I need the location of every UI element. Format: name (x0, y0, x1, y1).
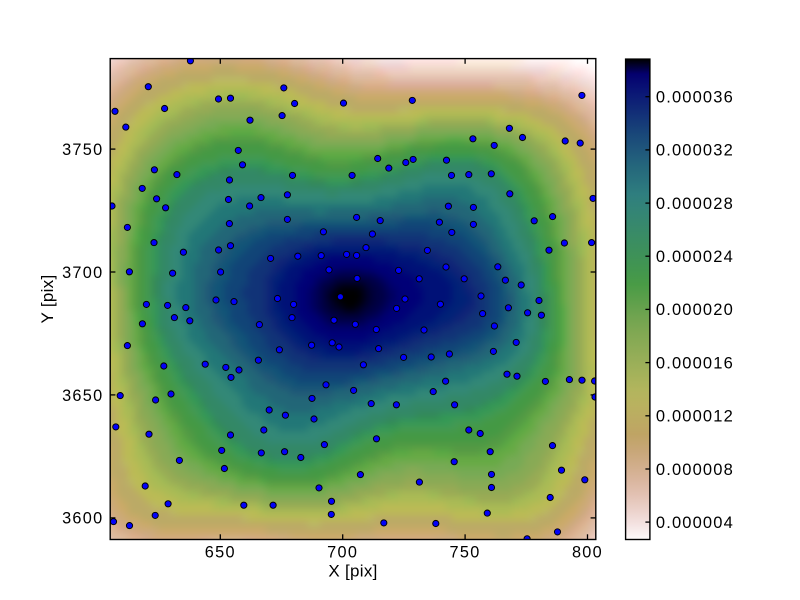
svg-text:0.000024: 0.000024 (656, 248, 734, 266)
svg-text:3650: 3650 (62, 387, 103, 405)
svg-text:3600: 3600 (62, 510, 103, 528)
svg-text:X [pix]: X [pix] (328, 562, 377, 581)
svg-text:3700: 3700 (62, 264, 103, 282)
svg-text:0.000036: 0.000036 (656, 89, 734, 107)
svg-text:0.000008: 0.000008 (656, 461, 734, 479)
svg-text:750: 750 (450, 544, 481, 562)
svg-text:Y [pix]: Y [pix] (38, 274, 57, 323)
svg-text:800: 800 (572, 544, 603, 562)
svg-text:0.000028: 0.000028 (656, 195, 734, 213)
svg-text:700: 700 (327, 544, 358, 562)
svg-text:0.000004: 0.000004 (656, 514, 734, 532)
svg-text:3750: 3750 (62, 141, 103, 159)
svg-text:0.000032: 0.000032 (656, 142, 734, 160)
svg-text:650: 650 (205, 544, 236, 562)
svg-text:0.000020: 0.000020 (656, 301, 734, 319)
svg-text:0.000012: 0.000012 (656, 408, 734, 426)
svg-text:0.000016: 0.000016 (656, 354, 734, 372)
